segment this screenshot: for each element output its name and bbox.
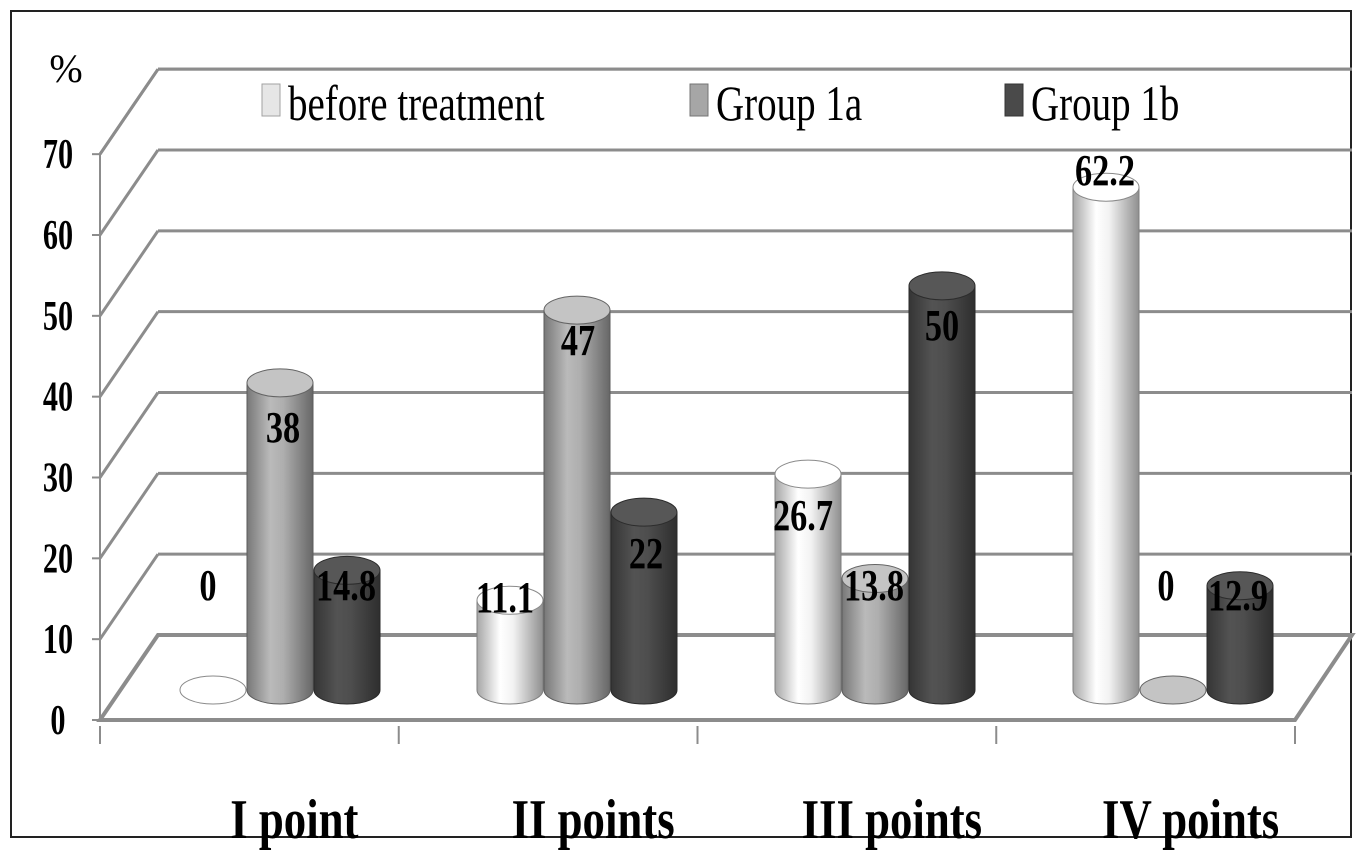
bar-top: [908, 271, 976, 301]
legend-label: Group 1a: [716, 75, 862, 131]
bar-top: [1139, 675, 1207, 705]
gridline-side: [98, 391, 160, 479]
bar-group-1b: [610, 511, 678, 705]
floor: [96, 633, 1356, 722]
bar-top: [246, 368, 314, 398]
x-tick-label: I point: [230, 788, 358, 850]
bar-before-treatment: [774, 473, 842, 705]
bar-group-1a: [841, 577, 909, 705]
bar-top: [1072, 172, 1140, 202]
legend-swatch: [261, 83, 281, 117]
x-tick-label: IV points: [1102, 788, 1279, 850]
bar-top: [543, 295, 611, 325]
gridline-side: [98, 149, 160, 236]
data-label: 22: [629, 529, 663, 578]
legend-label: Group 1b: [1031, 75, 1179, 131]
data-label: 26.7: [773, 491, 833, 540]
bar-top: [179, 675, 247, 705]
data-label: 50: [925, 301, 959, 350]
bar-top: [610, 497, 678, 527]
bar-top: [841, 563, 909, 593]
bar-group-1b: [908, 285, 976, 705]
gridline-side: [98, 553, 160, 641]
y-tick-label: 50: [43, 292, 73, 339]
gridline-side: [98, 68, 160, 156]
y-tick-label: 20: [43, 534, 73, 581]
legend-label: before treatment: [288, 75, 545, 131]
legend-swatch: [689, 83, 709, 117]
gridline-side: [98, 310, 160, 398]
y-axis-label: %: [49, 46, 82, 91]
data-label: 14.8: [316, 561, 376, 610]
x-tick-label: III points: [802, 788, 983, 850]
y-tick-label: 10: [43, 615, 73, 662]
data-label: 13.8: [844, 561, 904, 610]
data-label: 11.1: [476, 573, 534, 622]
data-label: 0: [1157, 561, 1174, 610]
bar-group-1b: [1206, 585, 1274, 705]
bar-top: [1206, 571, 1274, 601]
data-label: 38: [266, 403, 300, 452]
bar-group-1a: [543, 309, 611, 705]
data-label: 62.2: [1075, 146, 1135, 195]
data-label: 47: [561, 316, 595, 365]
bar-before-treatment: [476, 599, 544, 705]
y-tick-label: 40: [43, 373, 73, 420]
y-tick-label: 30: [43, 454, 73, 501]
bar-top: [313, 555, 381, 585]
bar-group-1b: [313, 569, 381, 705]
gridline-side: [98, 229, 160, 317]
bar-group-1a: [246, 382, 314, 705]
x-tick-label: II points: [512, 788, 675, 850]
bar-top: [476, 585, 544, 615]
data-label: 0: [199, 561, 216, 610]
data-label: 12.9: [1208, 571, 1268, 620]
bar-before-treatment: [1072, 186, 1140, 705]
bar-top: [774, 459, 842, 489]
legend-swatch: [1004, 83, 1024, 117]
gridline-side: [98, 472, 160, 560]
y-tick-label: 60: [43, 211, 73, 258]
y-tick-label: 0: [50, 696, 65, 743]
y-tick-label: 70: [43, 130, 73, 177]
